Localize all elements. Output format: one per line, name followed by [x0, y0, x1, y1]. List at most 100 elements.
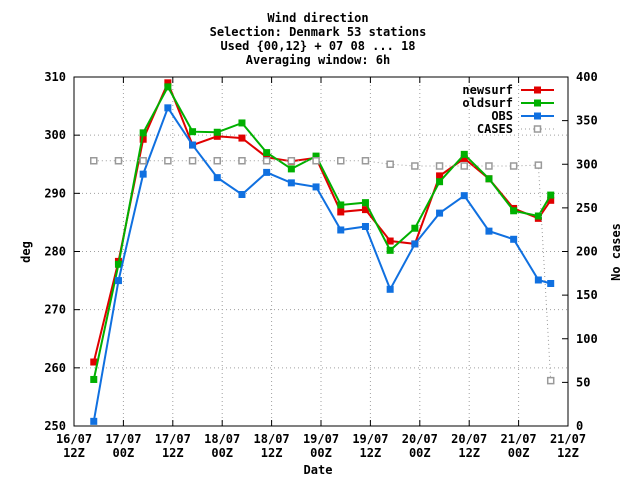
- data-point: [312, 157, 320, 165]
- data-point: [287, 157, 296, 165]
- x-tick-label-date: 20/07: [402, 432, 438, 446]
- data-point: [547, 279, 555, 287]
- data-series: [90, 79, 555, 425]
- data-point: [534, 276, 542, 284]
- x-tick-label-hour: 12Z: [360, 446, 382, 460]
- legend-marker: [534, 99, 541, 107]
- y2-tick-label: 0: [576, 419, 583, 433]
- data-point: [546, 376, 555, 385]
- data-point: [547, 191, 555, 199]
- data-point: [287, 179, 295, 187]
- y2-axis-label: No cases: [609, 223, 623, 281]
- data-point: [485, 175, 493, 183]
- data-point: [386, 246, 394, 254]
- data-point: [435, 162, 444, 170]
- data-point: [411, 224, 419, 232]
- data-point: [238, 190, 246, 198]
- x-tick-label-date: 18/07: [254, 432, 290, 446]
- series-obs: [90, 104, 555, 425]
- y2-tick-label: 300: [576, 157, 598, 171]
- x-tick-label-date: 19/07: [352, 432, 388, 446]
- data-point: [361, 222, 369, 230]
- x-tick-label-date: 21/07: [550, 432, 586, 446]
- title-line-2: Selection: Denmark 53 stations: [210, 25, 427, 39]
- legend-marker: [533, 125, 542, 133]
- y-tick-label: 310: [44, 70, 66, 84]
- data-point: [164, 157, 172, 165]
- x-tick-label-hour: 12Z: [63, 446, 85, 460]
- x-tick-label-hour: 00Z: [211, 446, 233, 460]
- y2-tick-label: 50: [576, 375, 590, 389]
- data-point: [337, 157, 345, 165]
- data-point: [361, 157, 370, 165]
- data-point: [436, 209, 444, 217]
- x-axis-label: Date: [304, 463, 333, 477]
- x-tick-label-date: 17/07: [105, 432, 141, 446]
- chart-title: Wind direction Selection: Denmark 53 sta…: [210, 11, 427, 67]
- data-point: [139, 129, 147, 137]
- data-point: [337, 208, 345, 216]
- data-point: [460, 162, 469, 170]
- x-tick-label-date: 16/07: [56, 432, 92, 446]
- data-point: [411, 240, 419, 248]
- x-tick-label-hour: 12Z: [557, 446, 579, 460]
- x-tick-label-hour: 00Z: [113, 446, 135, 460]
- title-line-4: Averaging window: 6h: [246, 53, 391, 67]
- y2-tick-label: 150: [576, 288, 598, 302]
- data-point: [213, 174, 221, 182]
- x-tick-label-hour: 00Z: [310, 446, 332, 460]
- data-point: [287, 165, 295, 173]
- data-point: [213, 128, 221, 136]
- x-tick-label-hour: 00Z: [508, 446, 530, 460]
- data-point: [386, 285, 394, 293]
- title-line-1: Wind direction: [267, 11, 368, 25]
- y-tick-label: 260: [44, 361, 66, 375]
- data-point: [90, 157, 98, 165]
- data-point: [485, 162, 493, 170]
- data-point: [139, 157, 147, 165]
- title-line-3: Used {00,12} + 07 08 ... 18: [220, 39, 415, 53]
- y-tick-label: 250: [44, 419, 66, 433]
- data-point: [238, 157, 246, 165]
- data-point: [510, 235, 518, 243]
- x-tick-label-hour: 00Z: [409, 446, 431, 460]
- x-tick-label-date: 17/07: [155, 432, 191, 446]
- data-point: [460, 150, 468, 158]
- data-point: [534, 161, 543, 169]
- data-point: [188, 157, 197, 165]
- series-cases: [90, 157, 555, 385]
- x-tick-label-hour: 12Z: [261, 446, 283, 460]
- y2-tick-label: 200: [576, 245, 598, 259]
- x-tick-label-hour: 12Z: [458, 446, 480, 460]
- y2-tick-label: 100: [576, 332, 598, 346]
- data-point: [386, 160, 394, 168]
- series-oldsurf: [90, 83, 555, 383]
- axis-ticks: 250 260 270 280 290 300 310 0 50 100 150 200 250 300 3…: [44, 70, 597, 460]
- data-point: [312, 183, 320, 191]
- legend-marker: [534, 86, 541, 94]
- data-point: [238, 119, 246, 127]
- data-point: [213, 157, 222, 165]
- y2-tick-label: 400: [576, 70, 598, 84]
- data-point: [90, 417, 98, 425]
- x-tick-label-hour: 12Z: [162, 446, 184, 460]
- data-point: [386, 237, 394, 245]
- data-point: [164, 83, 172, 91]
- y-tick-label: 300: [44, 128, 66, 142]
- x-tick-label-date: 20/07: [451, 432, 487, 446]
- x-tick-label-date: 19/07: [303, 432, 339, 446]
- data-point: [337, 226, 345, 234]
- data-point: [263, 168, 271, 176]
- data-point: [238, 134, 246, 142]
- data-point: [361, 199, 369, 207]
- data-point: [510, 207, 518, 215]
- y-axis-label: deg: [19, 241, 33, 263]
- data-point: [90, 375, 98, 383]
- data-point: [509, 162, 518, 170]
- series-line: [92, 84, 552, 380]
- x-tick-label-date: 18/07: [204, 432, 240, 446]
- x-tick-label-date: 21/07: [501, 432, 537, 446]
